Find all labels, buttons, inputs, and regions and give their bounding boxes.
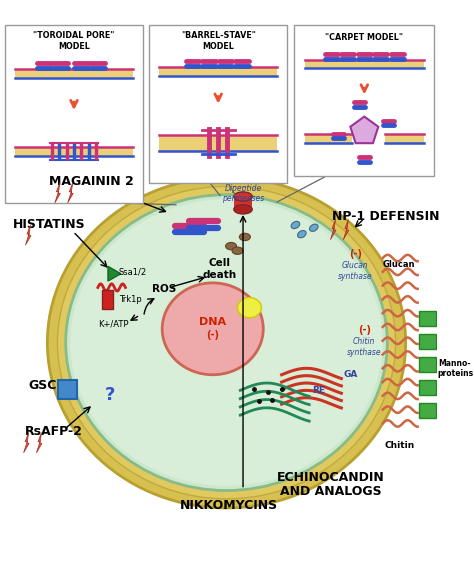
- Text: "BARREL-STAVE": "BARREL-STAVE": [181, 31, 255, 40]
- Ellipse shape: [226, 243, 237, 250]
- Text: NIKKOMYCINS: NIKKOMYCINS: [180, 499, 278, 512]
- Text: "CARPET MODEL": "CARPET MODEL": [325, 33, 403, 42]
- Text: Cell
death: Cell death: [202, 258, 236, 280]
- FancyBboxPatch shape: [149, 25, 287, 183]
- Ellipse shape: [162, 283, 263, 375]
- Polygon shape: [350, 117, 378, 143]
- Polygon shape: [108, 266, 121, 281]
- Ellipse shape: [239, 233, 250, 240]
- Ellipse shape: [57, 186, 396, 499]
- Bar: [419, 311, 436, 326]
- Ellipse shape: [47, 177, 406, 508]
- Polygon shape: [330, 220, 336, 240]
- Ellipse shape: [232, 247, 243, 254]
- Text: Manno-
proteins: Manno- proteins: [438, 359, 474, 378]
- Ellipse shape: [310, 224, 318, 231]
- Bar: [102, 291, 113, 309]
- Ellipse shape: [291, 221, 300, 229]
- Polygon shape: [24, 432, 29, 453]
- Bar: [419, 380, 436, 395]
- Ellipse shape: [234, 192, 252, 201]
- Bar: [159, 68, 277, 75]
- Polygon shape: [343, 220, 349, 240]
- Ellipse shape: [66, 195, 387, 490]
- Text: ?: ?: [105, 386, 115, 404]
- Text: Chitin: Chitin: [384, 441, 414, 450]
- Ellipse shape: [70, 199, 383, 486]
- Text: Trk1p: Trk1p: [119, 295, 142, 304]
- FancyBboxPatch shape: [5, 25, 143, 203]
- Text: RsAFP-2: RsAFP-2: [25, 425, 82, 438]
- Bar: [419, 334, 436, 349]
- Text: Chitin
synthase: Chitin synthase: [347, 337, 382, 357]
- Bar: [159, 135, 277, 151]
- Text: DNA: DNA: [199, 318, 226, 328]
- FancyBboxPatch shape: [294, 25, 434, 176]
- Text: (-): (-): [349, 249, 362, 260]
- Bar: [58, 380, 77, 399]
- Text: MODEL: MODEL: [58, 42, 90, 51]
- Text: ROS: ROS: [152, 284, 176, 294]
- Text: Ssa1/2: Ssa1/2: [119, 267, 147, 276]
- Text: HISTATINS: HISTATINS: [13, 217, 85, 231]
- Text: Glucan
synthase: Glucan synthase: [338, 261, 373, 280]
- Text: MAGAININ 2: MAGAININ 2: [49, 175, 134, 188]
- Polygon shape: [68, 183, 73, 203]
- Bar: [305, 60, 424, 68]
- Text: Glucan: Glucan: [383, 260, 416, 269]
- Text: AND ANALOGS: AND ANALOGS: [280, 485, 381, 498]
- Bar: [15, 69, 133, 78]
- Polygon shape: [55, 183, 60, 203]
- Bar: [385, 135, 424, 143]
- Bar: [419, 358, 436, 372]
- Text: GSC: GSC: [28, 379, 57, 392]
- Bar: [234, 196, 252, 209]
- Text: K+/ATP: K+/ATP: [98, 320, 128, 329]
- Text: ECHINOCANDIN: ECHINOCANDIN: [276, 471, 384, 484]
- Text: GA: GA: [343, 370, 357, 379]
- Ellipse shape: [234, 205, 252, 214]
- Text: Dipeptide
permeases: Dipeptide permeases: [222, 184, 264, 203]
- Bar: [305, 135, 352, 143]
- Text: NP-1 DEFENSIN: NP-1 DEFENSIN: [332, 210, 439, 223]
- Polygon shape: [26, 225, 31, 245]
- Text: "TOROIDAL PORE": "TOROIDAL PORE": [33, 31, 115, 40]
- Ellipse shape: [237, 298, 261, 318]
- Bar: [15, 148, 133, 155]
- Text: (-): (-): [358, 325, 371, 335]
- Text: RE: RE: [312, 386, 325, 395]
- Ellipse shape: [298, 231, 306, 238]
- Polygon shape: [36, 432, 42, 453]
- Text: MODEL: MODEL: [202, 42, 234, 51]
- Bar: [419, 403, 436, 418]
- Text: (-): (-): [206, 330, 219, 340]
